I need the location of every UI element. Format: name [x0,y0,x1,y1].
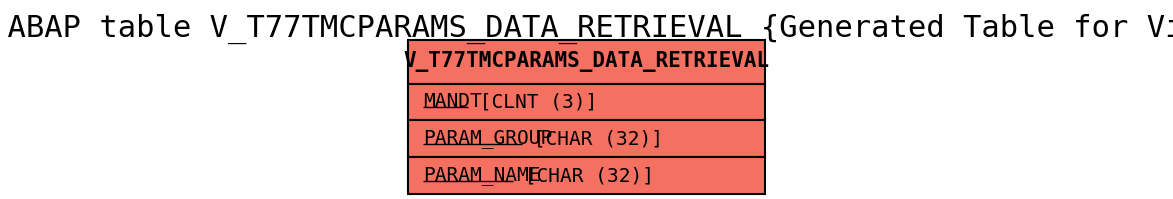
Text: [CLNT (3)]: [CLNT (3)] [468,93,597,111]
Text: [CHAR (32)]: [CHAR (32)] [513,166,653,185]
Bar [408,157,765,194]
Text: [CHAR (32)]: [CHAR (32)] [522,129,663,148]
Text: MANDT: MANDT [423,93,482,111]
Bar [408,120,765,157]
Text: SAP ABAP table V_T77TMCPARAMS_DATA_RETRIEVAL {Generated Table for View}: SAP ABAP table V_T77TMCPARAMS_DATA_RETRI… [0,14,1173,44]
Bar [408,84,765,120]
Text: PARAM_NAME: PARAM_NAME [423,166,541,185]
Text: PARAM_GROUP: PARAM_GROUP [423,129,552,148]
Bar [408,40,765,84]
Text: V_T77TMCPARAMS_DATA_RETRIEVAL: V_T77TMCPARAMS_DATA_RETRIEVAL [404,51,769,72]
